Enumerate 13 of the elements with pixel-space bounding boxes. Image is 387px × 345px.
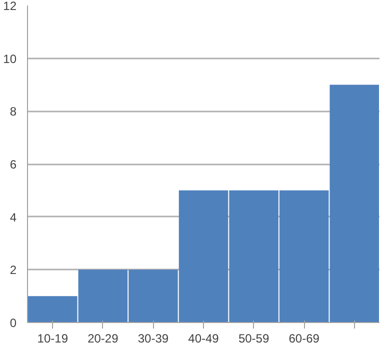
y-tick-label: 10 <box>3 52 17 66</box>
x-tick-label: 50-59 <box>238 332 270 345</box>
x-tick-label: 40-49 <box>188 332 220 345</box>
y-tick-label: 2 <box>10 263 17 278</box>
y-tick-label: 12 <box>3 0 17 13</box>
y-tick-label: 6 <box>10 158 17 172</box>
x-tick-label: 30-39 <box>138 332 169 345</box>
y-tick-label: 8 <box>10 104 17 119</box>
y-tick-label: 0 <box>10 316 17 330</box>
x-tick-label: 20-29 <box>88 332 119 345</box>
x-tick-label: 10-19 <box>37 332 68 345</box>
y-tick-label: 4 <box>10 210 17 224</box>
x-tick-label: 60-69 <box>288 332 320 345</box>
